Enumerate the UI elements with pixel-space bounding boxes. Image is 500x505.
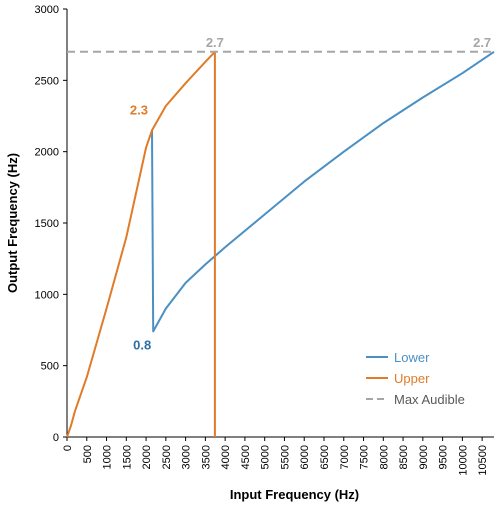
legend-label-upper: Upper xyxy=(394,371,430,386)
series-line-lower xyxy=(151,50,495,333)
x-tick-label: 6000 xyxy=(299,445,311,469)
x-tick-label: 6500 xyxy=(319,445,331,469)
x-tick-label: 4500 xyxy=(240,445,252,469)
y-tick-label: 2000 xyxy=(35,147,59,159)
x-tick-label: 10000 xyxy=(457,445,469,476)
y-tick-label: 2500 xyxy=(35,75,59,87)
x-tick-label: 1000 xyxy=(102,445,114,469)
legend-label-lower: Lower xyxy=(394,350,430,365)
x-tick-label: 7500 xyxy=(359,445,371,469)
x-tick-label: 1500 xyxy=(121,445,133,469)
data-label: 0.8 xyxy=(133,337,151,352)
y-tick-label: 1500 xyxy=(35,218,59,230)
series-line-upper xyxy=(66,50,216,438)
x-tick-label: 9000 xyxy=(418,445,430,469)
x-tick-label: 2500 xyxy=(161,445,173,469)
x-tick-label: 5500 xyxy=(279,445,291,469)
x-tick-label: 2000 xyxy=(141,445,153,469)
x-tick-label: 0 xyxy=(62,445,74,451)
x-tick-label: 7000 xyxy=(339,445,351,469)
legend-label-max-audible: Max Audible xyxy=(394,392,465,407)
x-axis-title: Input Frequency (Hz) xyxy=(230,487,359,502)
y-tick-label: 1000 xyxy=(35,289,59,301)
x-tick-label: 8000 xyxy=(378,445,390,469)
x-tick-label: 500 xyxy=(82,445,94,463)
legend: Lower Upper Max Audible xyxy=(366,350,465,407)
x-tick-label: 10500 xyxy=(477,445,489,476)
y-axis-title: Output Frequency (Hz) xyxy=(5,153,20,293)
x-tick-label: 8500 xyxy=(398,445,410,469)
data-label: 2.3 xyxy=(130,102,148,117)
x-tick-label: 5000 xyxy=(260,445,272,469)
data-label: 2.7 xyxy=(473,35,491,50)
x-tick-label: 3500 xyxy=(200,445,212,469)
data-label: 2.7 xyxy=(206,35,224,50)
y-tick-label: 3000 xyxy=(35,4,59,16)
x-tick-label: 9500 xyxy=(438,445,450,469)
y-tick-label: 0 xyxy=(53,432,59,444)
y-tick-label: 500 xyxy=(41,361,59,373)
x-tick-label: 4000 xyxy=(220,445,232,469)
x-tick-label: 3000 xyxy=(181,445,193,469)
